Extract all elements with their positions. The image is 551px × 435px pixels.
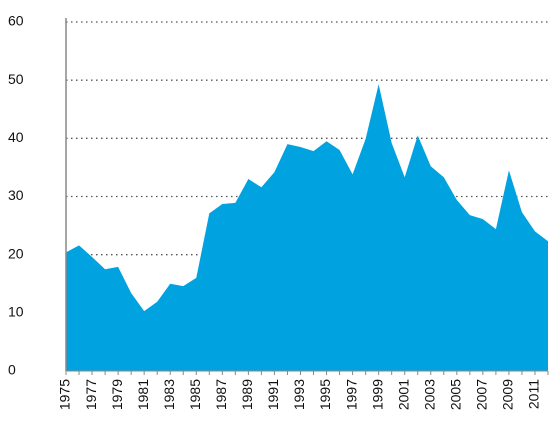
y-tick-label: 60	[8, 13, 24, 29]
x-tick-label: 1981	[135, 379, 151, 410]
x-tick-label: 1993	[291, 379, 307, 410]
x-tick-label: 1977	[83, 379, 99, 410]
x-tick-label: 1983	[161, 379, 177, 410]
x-tick-label: 2001	[395, 379, 411, 410]
x-tick-label: 1987	[213, 379, 229, 410]
x-tick-label: 1997	[343, 379, 359, 410]
x-tick-label: 1991	[265, 379, 281, 410]
x-tick-label: 1979	[109, 379, 125, 410]
y-tick-label: 30	[8, 187, 24, 203]
x-tick-label: 1995	[317, 379, 333, 410]
area	[66, 84, 548, 371]
x-tick-label: 1985	[187, 379, 203, 410]
x-tick-label: 1975	[57, 379, 73, 410]
y-tick-label: 50	[8, 71, 24, 87]
x-tick-label: 1999	[369, 379, 385, 410]
x-tick-label: 2011	[526, 379, 542, 409]
x-tick-label: 2009	[500, 379, 516, 410]
y-tick-label: 0	[8, 362, 16, 378]
x-tick-label: 2005	[448, 379, 464, 410]
x-tick-label: 1989	[239, 379, 255, 410]
y-tick-label: 40	[8, 129, 24, 145]
y-tick-label: 20	[8, 245, 24, 261]
x-tick-label: 2007	[474, 379, 490, 410]
x-tick-label: 2003	[421, 379, 437, 410]
y-tick-label: 10	[8, 304, 24, 320]
